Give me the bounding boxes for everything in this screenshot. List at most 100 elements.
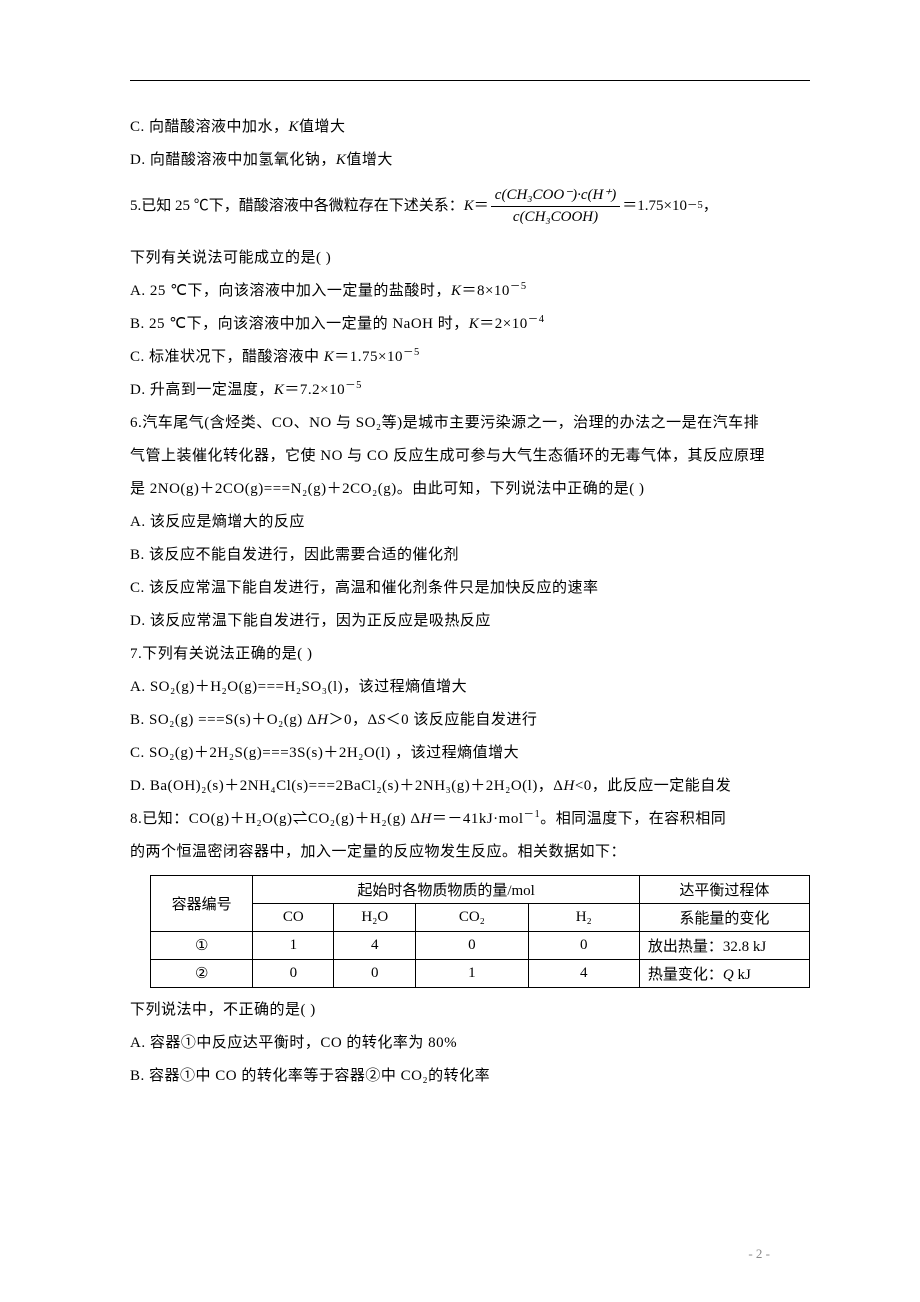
q6-line3: 是 2NO(g)＋2CO(g)===N₂(g)＋2CO₂(g)。由此可知，下列说… (130, 473, 810, 506)
exponent: －4 (528, 314, 545, 325)
th-amounts: 起始时各物质物质的量/mol (253, 876, 640, 904)
q8-option-a: A. 容器①中反应达平衡时，CO 的转化率为 80% (130, 1027, 810, 1060)
equals-icon: ＝ (474, 196, 489, 217)
q5-option-b: B. 25 ℃下，向该溶液中加入一定量的 NaOH 时，K＝2×10－4 (130, 308, 810, 341)
h-symbol: H (420, 811, 431, 827)
k-symbol: K (289, 119, 300, 135)
k-symbol: K (451, 283, 462, 299)
text: 值增大 (346, 152, 393, 168)
q5-stem-line1: 5.已知 25 ℃下，醋酸溶液中各微粒存在下述关系： K＝ c(CH₃COO⁻)… (130, 185, 810, 228)
cell-energy: 热量变化：Q kJ (639, 960, 809, 988)
h-symbol: H (563, 778, 574, 794)
th-sys: 系能量的变化 (639, 904, 809, 932)
q7-option-d: D. Ba(OH)₂(s)＋2NH₄Cl(s)===2BaCl₂(s)＋2NH₃… (130, 770, 810, 803)
text: D. 向醋酸溶液中加氢氧化钠， (130, 152, 336, 168)
text: 8.已知：CO(g)＋H₂O(g)⇌CO₂(g)＋H₂(g) Δ (130, 811, 420, 827)
text: kJ (734, 967, 751, 983)
text: A. 25 ℃下，向该溶液中加入一定量的盐酸时， (130, 283, 451, 299)
th-h2o: H₂O (334, 904, 416, 932)
top-rule (130, 80, 810, 81)
k-symbol: K (464, 196, 474, 217)
cell: 0 (528, 932, 639, 960)
th-co2: CO₂ (416, 904, 528, 932)
exponent: －5 (510, 281, 527, 292)
text: B. SO₂(g) ===S(s)＋O₂(g) Δ (130, 712, 317, 728)
text: C. 标准状况下，醋酸溶液中 (130, 349, 324, 365)
th-id: 容器编号 (151, 876, 253, 932)
cell: 4 (528, 960, 639, 988)
cell: 0 (416, 932, 528, 960)
text: C. 向醋酸溶液中加水， (130, 119, 289, 135)
comma: ， (703, 196, 718, 217)
text: ＝8×10 (461, 283, 509, 299)
q5-option-a: A. 25 ℃下，向该溶液中加入一定量的盐酸时，K＝8×10－5 (130, 275, 810, 308)
q6-line1: 6.汽车尾气(含烃类、CO、NO 与 SO₂等)是城市主要污染源之一，治理的办法… (130, 407, 810, 440)
q7-stem: 7.下列有关说法正确的是( ) (130, 638, 810, 671)
q8-line1: 8.已知：CO(g)＋H₂O(g)⇌CO₂(g)＋H₂(g) ΔH＝－41kJ·… (130, 803, 810, 836)
q5-option-c: C. 标准状况下，醋酸溶液中 K＝1.75×10－5 (130, 341, 810, 374)
q4-option-d: D. 向醋酸溶液中加氢氧化钠，K值增大 (130, 144, 810, 177)
exponent: －5 (345, 380, 362, 391)
q7-option-a: A. SO₂(g)＋H₂O(g)===H₂SO₃(l)，该过程熵值增大 (130, 671, 810, 704)
text: 值增大 (299, 119, 346, 135)
k-symbol: K (324, 349, 335, 365)
denominator: c(CH₃COOH) (491, 207, 620, 228)
exponent: －5 (403, 347, 420, 358)
text: ＞0，Δ (329, 712, 378, 728)
page-number: - 2 - (748, 1246, 770, 1262)
text: D. 升高到一定温度， (130, 382, 274, 398)
lt-icon: < (575, 778, 584, 794)
text: B. 25 ℃下，向该溶液中加入一定量的 NaOH 时， (130, 316, 469, 332)
table-row: ① 1 4 0 0 放出热量：32.8 kJ (151, 932, 810, 960)
s-symbol: S (378, 712, 386, 728)
q-symbol: Q (723, 967, 734, 983)
cell: 1 (253, 932, 334, 960)
h-symbol: H (317, 712, 328, 728)
cell: 0 (334, 960, 416, 988)
text: 5.已知 25 ℃下，醋酸溶液中各微粒存在下述关系： (130, 196, 464, 217)
q6-option-c: C. 该反应常温下能自发进行，高温和催化剂条件只是加快反应的速率 (130, 572, 810, 605)
text: 热量变化： (648, 967, 723, 983)
text: 0，此反应一定能自发 (584, 778, 732, 794)
text: ＝1.75×10 (334, 349, 403, 365)
q7-option-b: B. SO₂(g) ===S(s)＋O₂(g) ΔH＞0，ΔS＜0 该反应能自发… (130, 704, 810, 737)
exponent: －5 (687, 199, 703, 214)
q6-option-d: D. 该反应常温下能自发进行，因为正反应是吸热反应 (130, 605, 810, 638)
th-energy: 达平衡过程体 (639, 876, 809, 904)
text: ＜0 该反应能自发进行 (386, 712, 538, 728)
text: D. Ba(OH)₂(s)＋2NH₄Cl(s)===2BaCl₂(s)＋2NH₃… (130, 778, 563, 794)
text: ＝－41kJ·mol (432, 811, 524, 827)
q8-line2: 的两个恒温密闭容器中，加入一定量的反应物发生反应。相关数据如下： (130, 836, 810, 869)
q6-option-b: B. 该反应不能自发进行，因此需要合适的催化剂 (130, 539, 810, 572)
q8-table: 容器编号 起始时各物质物质的量/mol 达平衡过程体 CO H₂O CO₂ H₂… (150, 875, 810, 988)
q8-option-b: B. 容器①中 CO 的转化率等于容器②中 CO₂的转化率 (130, 1060, 810, 1093)
q4-option-c: C. 向醋酸溶液中加水，K值增大 (130, 111, 810, 144)
cell: 4 (334, 932, 416, 960)
text: ＝1.75×10 (622, 196, 687, 217)
cell-id: ① (151, 932, 253, 960)
text: 。相同温度下，在容积相同 (540, 811, 726, 827)
q7-option-c: C. SO₂(g)＋2H₂S(g)===3S(s)＋2H₂O(l) ，该过程熵值… (130, 737, 810, 770)
cell: 0 (253, 960, 334, 988)
k-symbol: K (336, 152, 347, 168)
th-co: CO (253, 904, 334, 932)
q5-stem-line2: 下列有关说法可能成立的是( ) (130, 242, 810, 275)
cell-energy: 放出热量：32.8 kJ (639, 932, 809, 960)
k-symbol: K (469, 316, 480, 332)
exponent: －1 (523, 809, 540, 820)
q8-after: 下列说法中，不正确的是( ) (130, 994, 810, 1027)
q6-line2: 气管上装催化转化器，它使 NO 与 CO 反应生成可参与大气生态循环的无毒气体，… (130, 440, 810, 473)
text: ＝2×10 (479, 316, 527, 332)
q6-option-a: A. 该反应是熵增大的反应 (130, 506, 810, 539)
table-row: ② 0 0 1 4 热量变化：Q kJ (151, 960, 810, 988)
q5-option-d: D. 升高到一定温度，K＝7.2×10－5 (130, 374, 810, 407)
table-header-row: 容器编号 起始时各物质物质的量/mol 达平衡过程体 (151, 876, 810, 904)
page: C. 向醋酸溶液中加水，K值增大 D. 向醋酸溶液中加氢氧化钠，K值增大 5.已… (0, 0, 920, 1302)
fraction: c(CH₃COO⁻)·c(H⁺) c(CH₃COOH) (491, 185, 620, 228)
cell-id: ② (151, 960, 253, 988)
k-symbol: K (274, 382, 285, 398)
text: ＝7.2×10 (284, 382, 345, 398)
th-h2: H₂ (528, 904, 639, 932)
numerator: c(CH₃COO⁻)·c(H⁺) (491, 185, 620, 207)
cell: 1 (416, 960, 528, 988)
